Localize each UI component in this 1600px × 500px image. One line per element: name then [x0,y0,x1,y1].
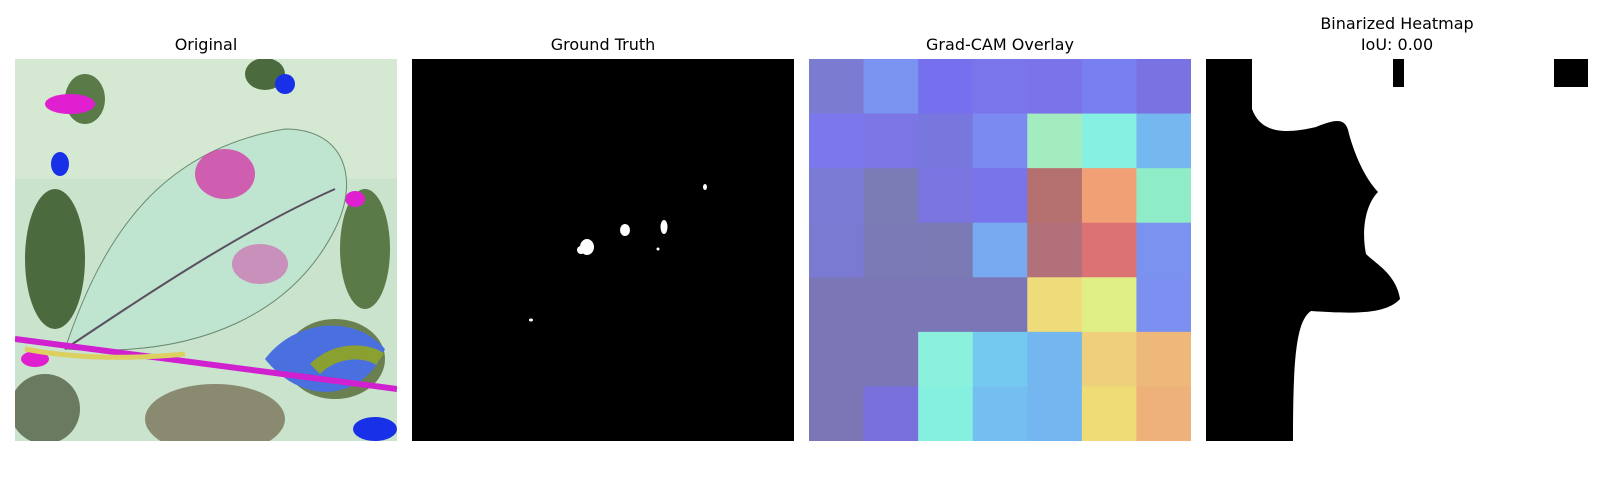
gradcam-cell [1136,331,1191,387]
gradcam-cell [918,386,974,441]
gradcam-cell [1081,168,1137,224]
gradcam-cell [863,222,919,278]
panel-title-binarized: Binarized Heatmap IoU: 0.00 [1320,14,1474,54]
gradcam-cell [809,277,865,333]
gradcam-cell [809,168,865,224]
gradcam-cell [1027,168,1083,224]
gradcam-cell [1027,59,1083,115]
gradcam-cell [809,59,865,115]
gradcam-cell [1081,59,1137,115]
gradcam-cell [809,113,865,169]
gradcam-cell [809,331,865,387]
binarized-heatmap-graphic [1206,59,1588,441]
binarized-heatmap [1206,59,1588,441]
gradcam-cell [1136,59,1191,115]
gradcam-cell [918,59,974,115]
gradcam-cell [863,59,919,115]
gradcam-cell [1081,222,1137,278]
panel-title-ground-truth: Ground Truth [550,35,656,54]
original-image [15,59,397,441]
gradcam-cell [809,386,865,441]
gradcam-cell [1081,386,1137,441]
gradcam-cell [972,168,1028,224]
gradcam-cell [918,331,974,387]
panel-title-gradcam: Grad-CAM Overlay [926,35,1074,54]
gradcam-cell [972,59,1028,115]
gradcam-cell [1081,331,1137,387]
gradcam-cell [863,113,919,169]
gradcam-cell [918,222,974,278]
gradcam-cell [1027,331,1083,387]
gradcam-cell [1136,386,1191,441]
gradcam-cell [1027,386,1083,441]
gradcam-cell [918,277,974,333]
gradcam-cell [1136,113,1191,169]
gradcam-cell [972,113,1028,169]
gradcam-cell [863,277,919,333]
gradcam-cell [972,222,1028,278]
gradcam-cell [1027,277,1083,333]
panel-title-original: Original [174,35,238,54]
gradcam-cell [972,277,1028,333]
gradcam-cell [918,168,974,224]
gradcam-cell [863,331,919,387]
gradcam-cell [809,222,865,278]
gradcam-cell [1027,113,1083,169]
gradcam-cell [972,331,1028,387]
ground-truth-graphic [412,59,794,441]
gradcam-cell [1136,222,1191,278]
ground-truth-mask [412,59,794,441]
gradcam-cell [1081,113,1137,169]
gradcam-cell [863,168,919,224]
gradcam-cell [1081,277,1137,333]
gradcam-overlay [809,59,1191,441]
gradcam-cell [1136,168,1191,224]
gradcam-graphic [809,59,1191,441]
original-image-graphic [15,59,397,441]
gradcam-cell [1027,222,1083,278]
gradcam-cell [972,386,1028,441]
gradcam-cell [1136,277,1191,333]
gradcam-cell [918,113,974,169]
gradcam-cell [863,386,919,441]
